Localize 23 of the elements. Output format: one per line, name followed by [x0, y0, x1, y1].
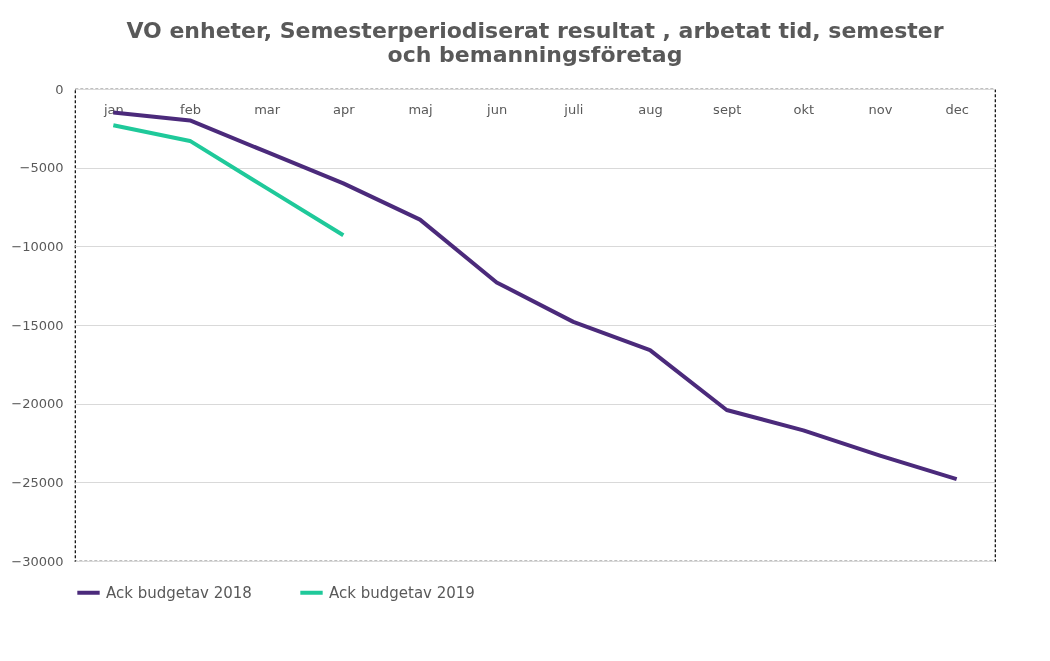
- x-tick-label: juli: [563, 101, 584, 117]
- x-tick-label: feb: [180, 101, 201, 117]
- x-tick-label: maj: [408, 101, 433, 117]
- y-tick-label: −5000: [19, 160, 64, 176]
- y-tick-label: −15000: [11, 317, 64, 333]
- x-tick-label: mar: [254, 101, 281, 117]
- legend-label: Ack budgetav 2018: [106, 583, 252, 602]
- text: VO enheter, Semesterperiodiserat resultat , arbetat tid, semester: [126, 18, 944, 43]
- x-tick-label: aug: [638, 101, 663, 117]
- y-tick-label: 0: [55, 81, 64, 97]
- y-tick-label: −30000: [11, 553, 64, 569]
- text: och bemanningsföretag: [387, 42, 683, 67]
- y-tick-label: −25000: [11, 474, 64, 490]
- line-series: [111, 123, 346, 238]
- y-tick-label: −10000: [11, 238, 64, 254]
- legend-label: Ack budgetav 2019: [329, 583, 475, 602]
- x-tick-label: sept: [713, 101, 742, 117]
- x-tick-label: okt: [793, 101, 815, 117]
- x-tick-label: jun: [486, 101, 508, 117]
- x-tick-label: nov: [868, 101, 893, 117]
- x-tick-label: apr: [333, 101, 356, 117]
- x-tick-label: dec: [945, 101, 969, 117]
- y-tick-label: −20000: [11, 396, 64, 412]
